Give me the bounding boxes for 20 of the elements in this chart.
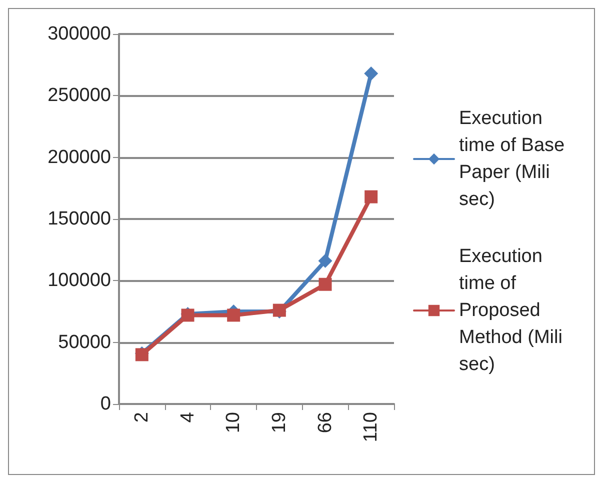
x-tick-label: 10: [223, 412, 244, 434]
y-tick-label: 300000: [48, 24, 111, 44]
y-tick-label: 150000: [48, 208, 111, 230]
point: [318, 254, 332, 268]
x-tick-label: 4: [177, 412, 198, 423]
x-tick-label: 110: [360, 412, 382, 442]
x-tick-label: 66: [314, 412, 336, 434]
y-tick-label: 100000: [48, 270, 111, 292]
legend-label: Execution time of Base Paper (Mili sec): [459, 108, 570, 210]
x-tick-label: 2: [131, 412, 152, 423]
y-tick-label: 250000: [48, 85, 111, 106]
point: [364, 66, 378, 80]
point: [364, 190, 378, 204]
y-tick-label: 0: [100, 394, 111, 414]
legend-label: Execution time of Proposed Method (Mili sec): [459, 246, 568, 375]
point: [318, 278, 332, 291]
y-tick-label: 200000: [48, 146, 111, 168]
point: [227, 308, 240, 322]
y-tick-label: 50000: [58, 332, 111, 353]
x-tick-label: 19: [268, 412, 290, 434]
